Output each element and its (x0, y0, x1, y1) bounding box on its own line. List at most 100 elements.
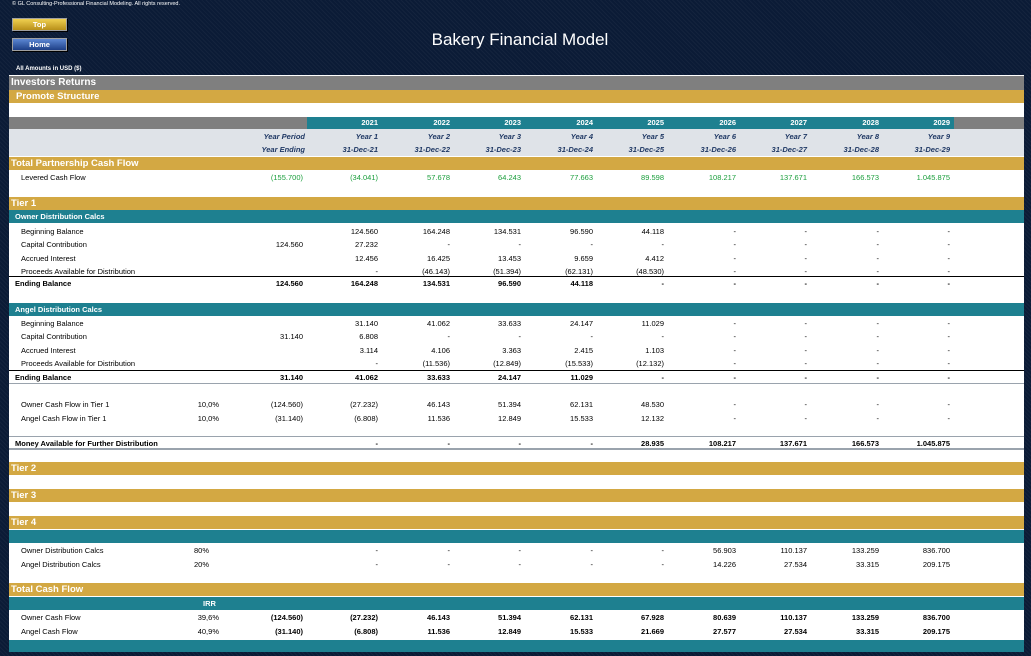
owner-value: 96.590 (570, 227, 593, 236)
owner-value: 124.560 (350, 227, 378, 236)
tier1-flow-row: Owner Cash Flow in Tier 1 10,0% (124.560) (… (9, 398, 1024, 412)
angel-ending-value: 33.633 (427, 373, 450, 382)
tier4-value: 56.903 (713, 546, 736, 555)
angel-value: 41.062 (427, 319, 450, 328)
total-value: 11.536 (427, 626, 450, 636)
levered-value: 166.573 (851, 173, 879, 182)
section-label: Total Cash Flow (11, 584, 84, 595)
row-label: Capital Contribution (21, 240, 87, 250)
tier1-flow-value: - (733, 400, 737, 409)
owner-value: 164.248 (422, 227, 450, 236)
total-value: (27.232) (350, 613, 378, 622)
promote-structure-label: Promote Structure (16, 91, 100, 102)
angel-value: - (804, 345, 808, 355)
angel-value: - (947, 332, 951, 342)
angel-row: Beginning Balance 31.140 41.062 33.633 24.14… (9, 317, 1024, 331)
angel-ending-value: - (733, 373, 737, 382)
ending-cell: 31-Dec-25 (628, 145, 664, 154)
period-header-bar: Year Period Year Ending Year 1 31-Dec-21 Y… (9, 129, 1024, 156)
page-title: Bakery Financial Model (431, 30, 609, 49)
angel-value: - (804, 358, 808, 368)
tier1-flow-value: - (947, 400, 951, 409)
angel-value: - (947, 358, 951, 368)
angel-value: - (876, 358, 880, 368)
period-cell: Year 2 (427, 132, 450, 141)
ending-cell: 31-Dec-27 (771, 145, 807, 154)
row-label: Angel Distribution Calcs (21, 559, 101, 569)
money-available-value: 1.045.875 (916, 439, 950, 448)
section-label: Tier 2 (11, 463, 37, 474)
angel-ending-value: 24.147 (498, 373, 521, 382)
total-row: Owner Cash Flow 39,6% (124.560) (27.232) 46.… (9, 611, 1024, 625)
angel-value: - (661, 332, 665, 342)
angel-value: 11.029 (641, 319, 664, 328)
angel-value: 31.140 (355, 319, 378, 328)
total-value: 12.849 (498, 626, 521, 636)
section-label: Tier 3 (11, 490, 37, 501)
money-available-value: 28.935 (641, 439, 664, 448)
angel-row: Accrued Interest 3.114 4.106 3.363 2.415 1.10… (9, 344, 1024, 358)
tier4-header: Tier 4 (9, 516, 1024, 529)
row-total: (31.140) (275, 413, 303, 423)
owner-value: - (733, 253, 737, 263)
angel-ending-value: 11.029 (570, 373, 593, 382)
section-label: Angel Distribution Calcs (15, 305, 103, 314)
period-cell: Year 1 (355, 132, 378, 141)
bottom-bar (9, 640, 1024, 652)
top-button[interactable]: Top (12, 18, 67, 31)
year-period-label: Year Period (263, 132, 305, 141)
total-value: 67.928 (641, 613, 664, 622)
tier4-value: - (661, 559, 665, 569)
home-button[interactable]: Home (12, 38, 67, 51)
total-value: 21.669 (641, 626, 664, 636)
row-pct: 40,9% (197, 626, 219, 636)
period-cell: Year 9 (927, 132, 950, 141)
total-value: 33.315 (856, 626, 879, 636)
money-available-value: - (447, 439, 451, 448)
tier4-value: 209.175 (922, 559, 950, 569)
tier1-flow-value: 46.143 (427, 400, 450, 409)
tier4-row: Owner Distribution Calcs 80% - - - - - 56.903 11… (9, 544, 1024, 558)
owner-value: 13.453 (498, 253, 521, 263)
owner-value: - (661, 240, 665, 250)
angel-value: (15.533) (565, 358, 593, 368)
owner-row: Proceeds Available for Distribution - (46.… (9, 265, 1024, 279)
row-total: (31.140) (275, 626, 303, 636)
section-label: Total Partnership Cash Flow (11, 158, 139, 169)
year-cell: 2022 (433, 118, 450, 127)
owner-ending-value: - (947, 279, 951, 288)
angel-value: - (804, 332, 808, 342)
row-label: Money Available for Further Distribution (15, 439, 158, 448)
levered-value: 89.598 (641, 173, 664, 182)
row-label: Accrued Interest (21, 253, 76, 263)
owner-ending-value: - (804, 279, 808, 288)
ending-cell: 31-Dec-26 (700, 145, 736, 154)
angel-value: 33.633 (498, 319, 521, 328)
year-row: 2021 2022 2023 2024 2025 2026 2027 2028 2029 (9, 117, 1024, 129)
period-cell: Year 3 (498, 132, 521, 141)
row-total: (155.700) (270, 173, 303, 182)
levered-value: 57.678 (427, 173, 450, 182)
owner-value: - (804, 253, 808, 263)
owner-value: - (804, 266, 808, 276)
tier4-value: - (518, 559, 522, 569)
owner-value: 44.118 (641, 227, 664, 236)
row-total (233, 252, 303, 266)
owner-value: - (947, 240, 951, 250)
money-available-value: 166.573 (851, 439, 879, 448)
angel-calcs-header: Angel Distribution Calcs (9, 303, 1024, 316)
angel-value: - (947, 345, 951, 355)
total-value: 51.394 (498, 613, 521, 622)
total-value: 133.259 (851, 613, 879, 622)
tier1-flow-value: 15.533 (570, 413, 593, 423)
tier4-value: - (447, 559, 451, 569)
total-row: Angel Cash Flow 40,9% (31.140) (6.808) 11.53… (9, 625, 1024, 639)
angel-ending-value: - (947, 373, 951, 382)
tier1-flow-value: (27.232) (350, 400, 378, 409)
tier1-header: Tier 1 (9, 197, 1024, 210)
owner-ending-value: - (661, 279, 665, 288)
owner-value: (46.143) (422, 266, 450, 276)
row-total: 124.560 (275, 279, 303, 288)
angel-value: (11.536) (422, 358, 450, 368)
owner-value: - (733, 240, 737, 250)
